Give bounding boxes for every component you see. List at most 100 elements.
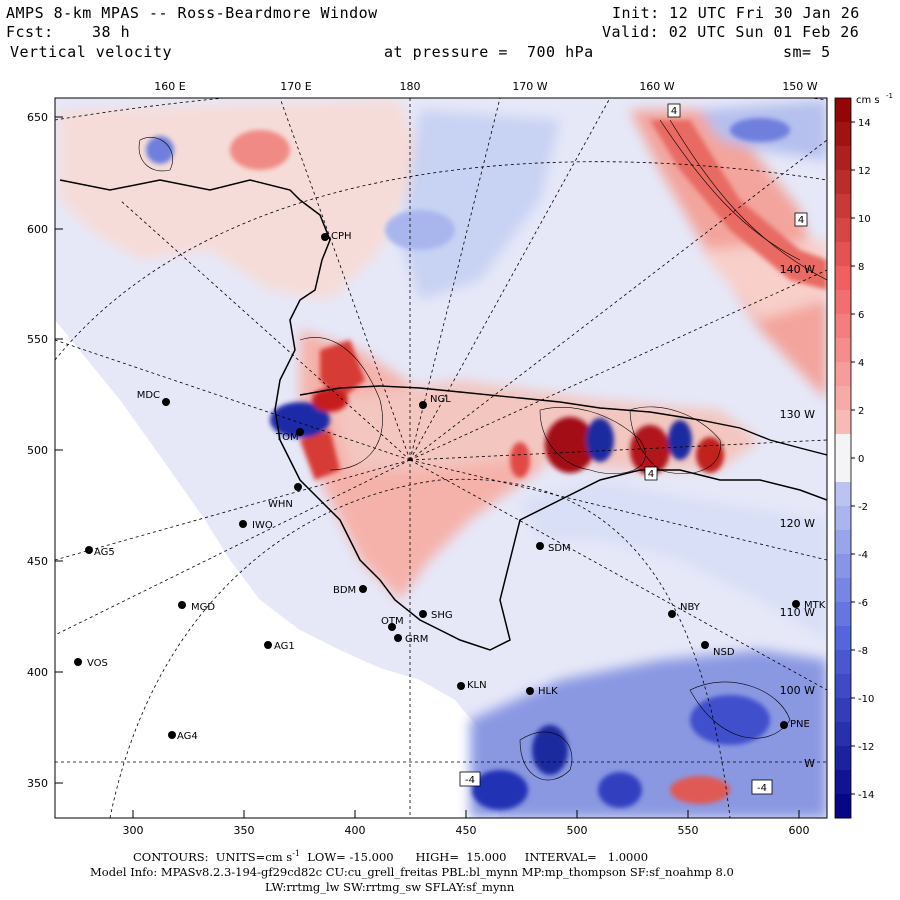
- colorbar-units-exponent: -1: [886, 92, 893, 100]
- bottom-axis-label: 300: [123, 824, 144, 837]
- colorbar-cell: [835, 386, 851, 411]
- station-label: OTM: [381, 616, 404, 627]
- latlon-grid: [55, 98, 827, 818]
- left-axis-label: 600: [27, 223, 48, 236]
- colorbar-cell: [835, 266, 851, 291]
- colorbar-cell: [835, 170, 851, 195]
- bottom-axis-label: 600: [789, 824, 810, 837]
- colorbar-tick-label: -8: [858, 646, 868, 657]
- contour-label: -4: [465, 775, 475, 786]
- station-label: KLN: [467, 680, 487, 691]
- station-marker: [264, 641, 272, 649]
- left-axis: 650 600 550 500 450 400 350: [27, 111, 63, 790]
- station-label: MDC: [137, 390, 160, 401]
- station-marker: [388, 623, 396, 631]
- colorbar-cell: [835, 410, 851, 435]
- model-info: Model Info: MPASv8.2.3-194-gf29cd82c CU:…: [90, 865, 734, 879]
- contour-range: LOW= -15.000 HIGH= 15.000 INTERVAL= 1.00…: [299, 849, 649, 864]
- colorbar-tick-label: 0: [858, 454, 864, 465]
- meridian-label: 140 W: [780, 263, 815, 276]
- top-axis-label: 170 W: [512, 80, 547, 93]
- colorbar-tick-label: -14: [858, 790, 874, 801]
- colorbar-tick-label: -12: [858, 742, 874, 753]
- station-label: AG5: [94, 547, 115, 558]
- colorbar-cell: [835, 746, 851, 771]
- station-marker: [526, 687, 534, 695]
- colorbar-cell: [835, 122, 851, 147]
- colorbar-cell: [835, 626, 851, 651]
- colorbar-cell: [835, 554, 851, 579]
- bottom-axis: 300 350 400 450 500 550 600: [123, 810, 810, 837]
- station-marker: [394, 634, 402, 642]
- meridian-label: W: [804, 757, 815, 770]
- contour-units-exponent: -1: [292, 849, 300, 858]
- colorbar-cell: [835, 194, 851, 219]
- colorbar-cell: [835, 770, 851, 795]
- station-marker: [419, 401, 427, 409]
- colorbar-cell: [835, 458, 851, 483]
- station-label: SHG: [431, 610, 453, 621]
- station-label: AG1: [274, 641, 295, 652]
- station-label: NBY: [680, 602, 701, 613]
- station-label: NGL: [430, 394, 451, 405]
- valid-time: Valid: 02 UTC Sun 01 Feb 26: [602, 23, 860, 41]
- bottom-axis-label: 500: [567, 824, 588, 837]
- station-label: IWO: [252, 520, 273, 531]
- pressure-level: at pressure = 700 hPa: [384, 43, 594, 61]
- meridian-label: 120 W: [780, 517, 815, 530]
- colorbar-cell: [835, 434, 851, 459]
- contour-label: 4: [671, 106, 677, 117]
- station-label: NSD: [713, 647, 735, 658]
- top-axis-label: 160 E: [154, 80, 185, 93]
- colorbar-tick-label: 6: [858, 310, 864, 321]
- contour-units: CONTOURS: UNITS=cm s: [133, 849, 293, 864]
- top-axis-label: 160 W: [639, 80, 674, 93]
- station-marker: [536, 542, 544, 550]
- map-title: AMPS 8-km MPAS -- Ross-Beardmore Window: [6, 4, 378, 22]
- station-marker: [239, 520, 247, 528]
- contour-label: -4: [757, 783, 767, 794]
- station-label: VOS: [87, 658, 108, 669]
- physics-info: LW:rrtmg_lw SW:rrtmg_sw SFLAY:sf_mynn: [265, 880, 515, 894]
- colorbar-tick-label: 2: [858, 406, 864, 417]
- colorbar-tick-label: 8: [858, 262, 864, 273]
- station-marker: [701, 641, 709, 649]
- contour-label: 4: [648, 469, 654, 480]
- colorbar-cell: [835, 650, 851, 675]
- colorbar-cell: [835, 722, 851, 747]
- station-marker: [321, 233, 329, 241]
- colorbar-tick-label: 4: [858, 358, 864, 369]
- map-frame: [54, 97, 828, 819]
- meridian-label: 130 W: [780, 408, 815, 421]
- colorbar-cell: [835, 794, 851, 819]
- top-axis: 160 E 170 E 180 170 W 160 W 150 W: [154, 80, 818, 93]
- top-axis-label: 180: [400, 80, 421, 93]
- left-axis-label: 350: [27, 777, 48, 790]
- colorbar-cell: [835, 482, 851, 507]
- contour-info: CONTOURS: UNITS=cm s-1 LOW= -15.000 HIGH…: [133, 849, 648, 864]
- colorbar-cell: [835, 98, 851, 123]
- colorbar-tick-label: -4: [858, 550, 868, 561]
- colorbar-tick-label: -6: [858, 598, 868, 609]
- station-marker: [178, 601, 186, 609]
- station-marker: [419, 610, 427, 618]
- colorbar-cell: [835, 698, 851, 723]
- left-axis-label: 500: [27, 444, 48, 457]
- bottom-axis-label: 550: [678, 824, 699, 837]
- colorbar-cell: [835, 242, 851, 267]
- colorbar: cm s -1 14 12 10 8 6 4 2 0 -2 -4 -6 -8 -10 -12 -14: [834, 92, 893, 819]
- colorbar-tick-label: -2: [858, 502, 868, 513]
- bottom-axis-label: 400: [345, 824, 366, 837]
- station-marker: [457, 682, 465, 690]
- station-label: MGD: [191, 602, 215, 613]
- meridian-label: 110 W: [780, 606, 815, 619]
- station-marker: [85, 546, 93, 554]
- colorbar-cell: [835, 146, 851, 171]
- ice-shelf-front: [299, 385, 827, 456]
- forecast-hour: 38 h: [92, 23, 131, 41]
- colorbar-units: cm s: [856, 95, 880, 106]
- colorbar-cell: [835, 506, 851, 531]
- station-marker: [359, 585, 367, 593]
- colorbar-ticks: 14 12 10 8 6 4 2 0 -2 -4 -6 -8 -10 -12 -14: [851, 118, 874, 801]
- station-marker: [168, 731, 176, 739]
